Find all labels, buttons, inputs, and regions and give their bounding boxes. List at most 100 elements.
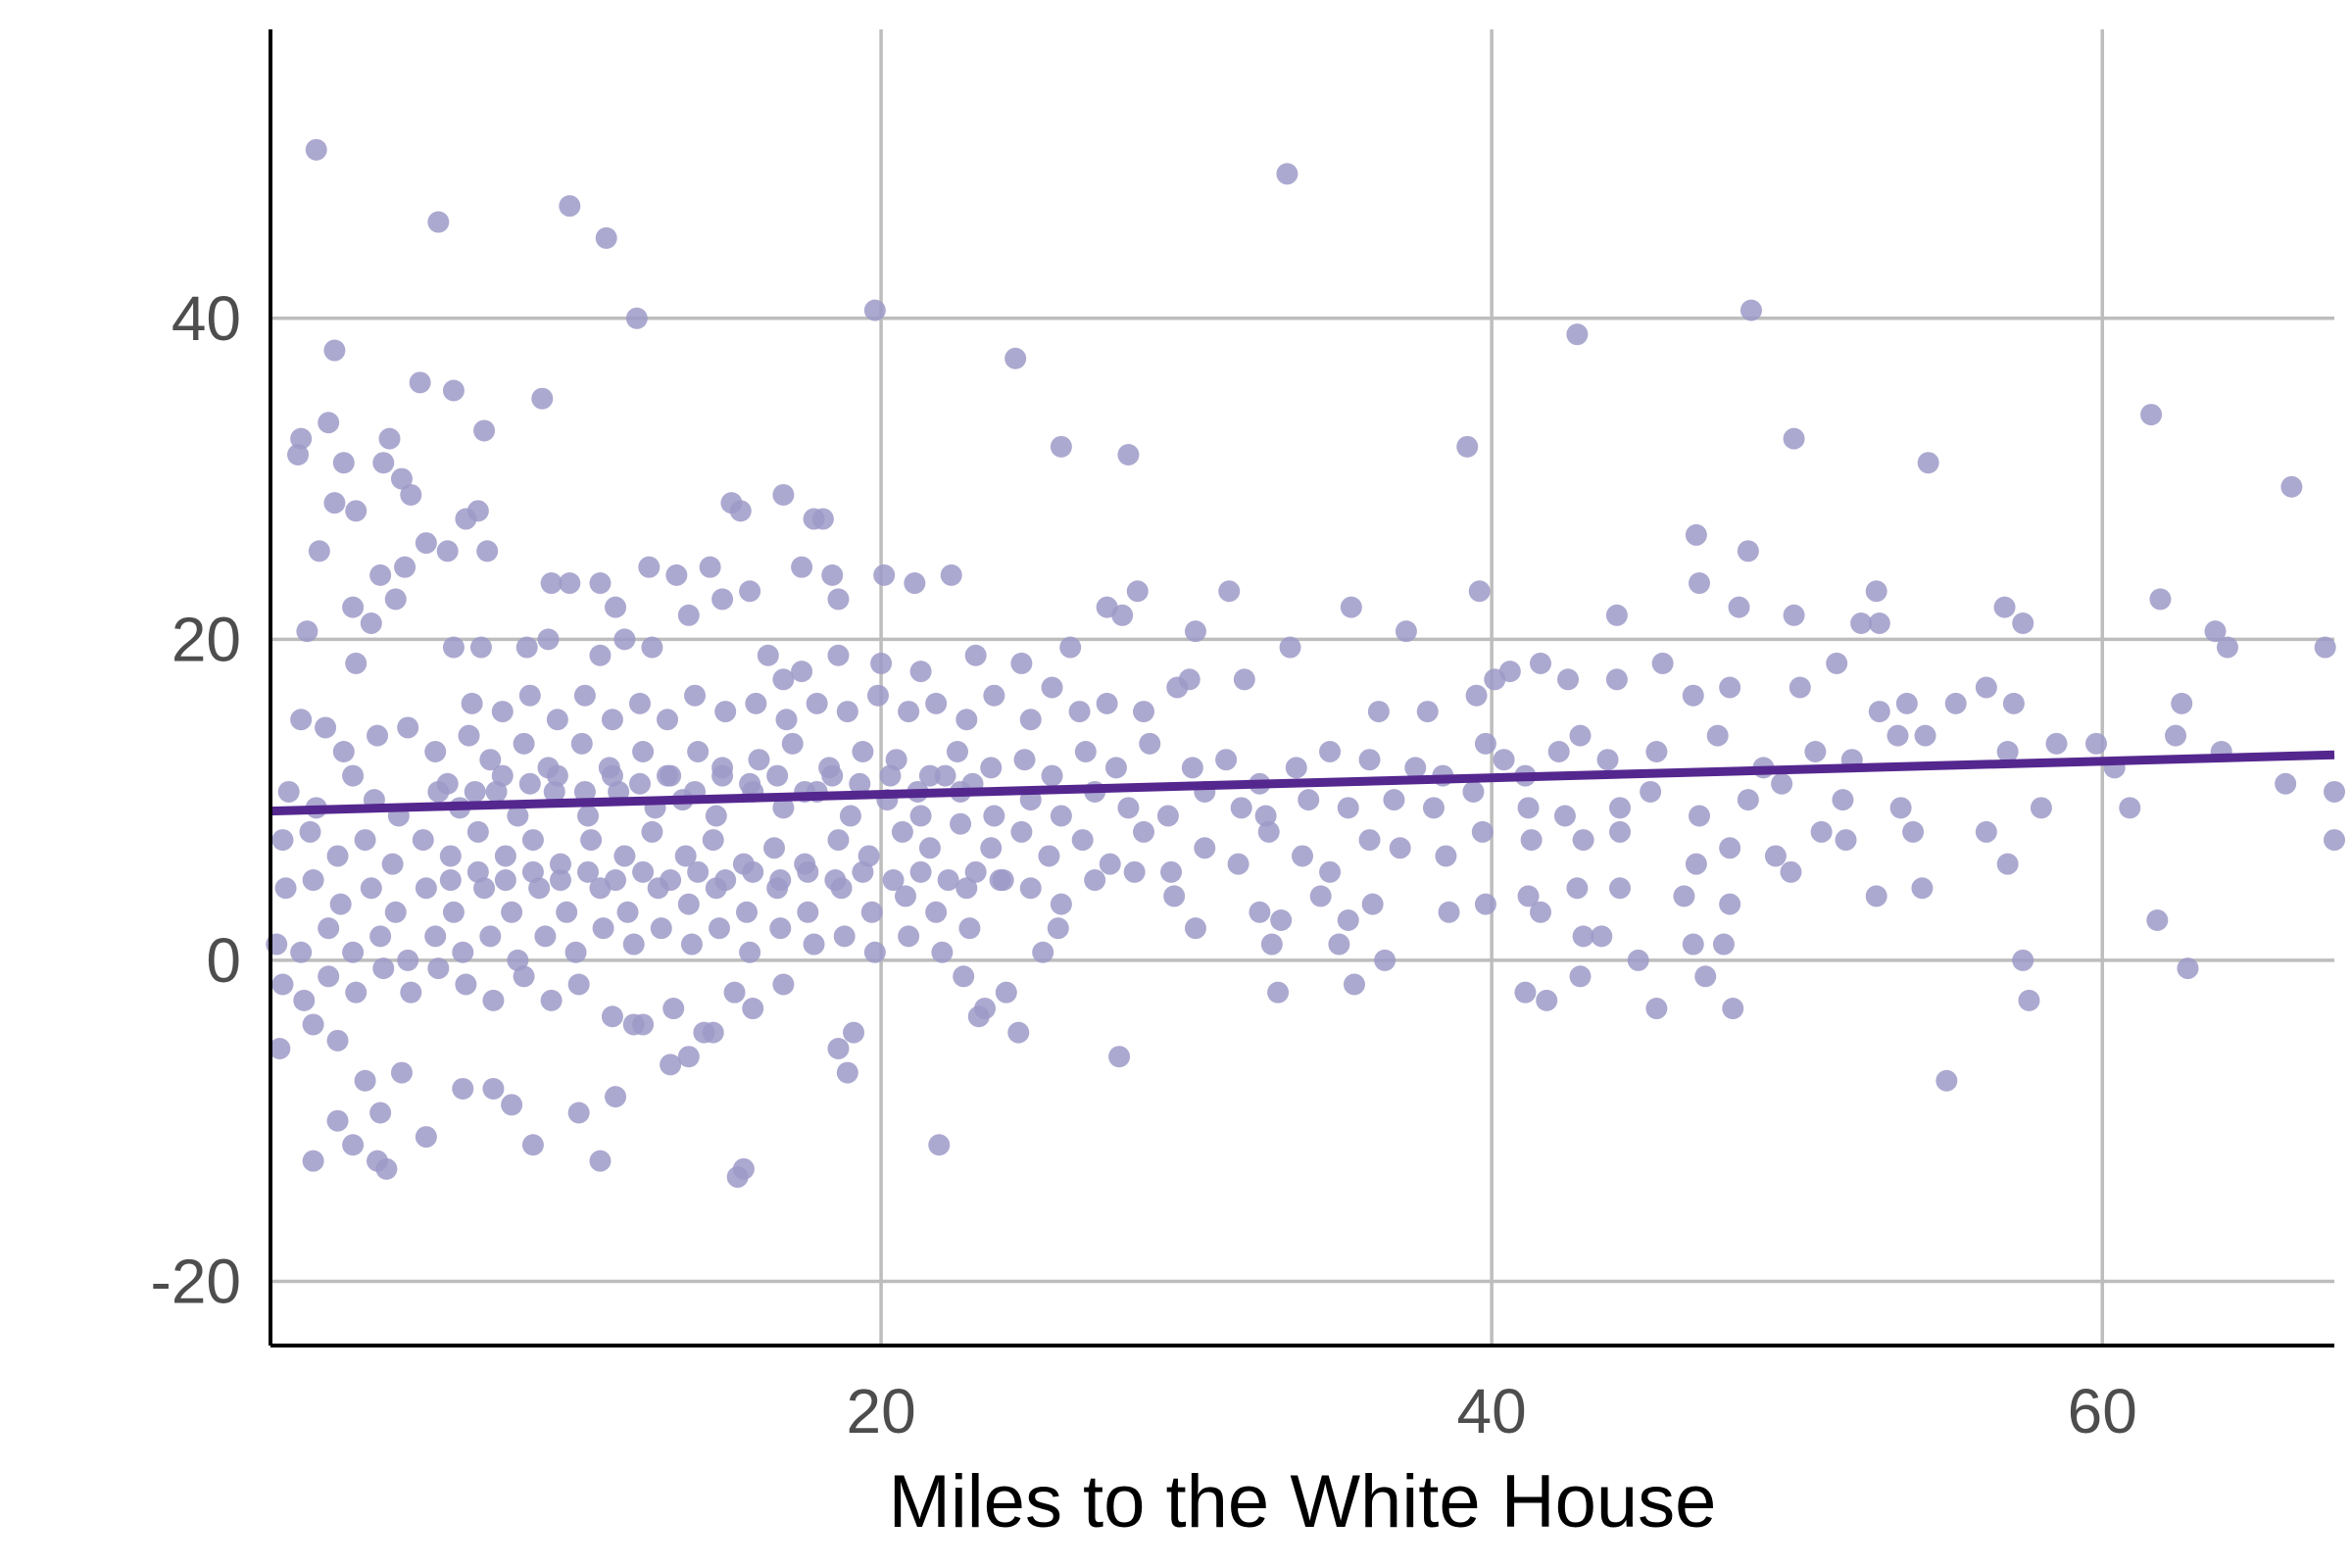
scatter-point [369,925,392,948]
scatter-point [1319,860,1342,883]
scatter-point [570,732,593,755]
scatter-point [1111,604,1134,626]
scatter-point [1298,789,1320,811]
scatter-point [1936,1069,1958,1092]
scatter-point [375,1157,398,1180]
scatter-point [1270,908,1293,931]
scatter-point [723,981,746,1004]
scatter-point [909,805,932,827]
scatter-point [452,941,474,963]
scatter-point [1007,1021,1030,1044]
scatter-point [427,957,450,980]
scatter-point [1682,684,1704,707]
scatter-point [1032,941,1054,963]
scatter-point [1783,427,1805,450]
scatter-point [1435,845,1457,867]
scatter-point [687,741,710,763]
scatter-point [442,636,465,659]
scatter-point [632,741,655,763]
scatter-point [622,1013,645,1036]
scatter-point [540,989,563,1011]
scatter-point [1108,1046,1131,1068]
scatter-point [1832,789,1854,811]
scatter-point [1292,845,1313,867]
scatter-point [772,797,795,819]
scatter-point [742,998,764,1020]
scatter-point [739,580,761,603]
scatter-point [494,845,516,867]
scatter-point [1517,797,1540,819]
scatter-point [964,860,987,883]
scatter-point [1099,853,1121,875]
scatter-point [946,741,968,763]
scatter-point [1514,981,1537,1004]
scatter-point [1050,435,1072,458]
scatter-point [318,917,340,940]
scatter-point [1566,323,1589,346]
scatter-point [564,941,587,963]
scatter-point [849,772,871,795]
scatter-point [482,1077,505,1100]
scatter-point [1645,741,1668,763]
scatter-point [326,1029,349,1052]
scatter-point [323,339,346,362]
scatter-point [394,556,416,578]
scatter-point [1438,901,1460,923]
scatter-point [412,829,434,852]
scatter-point [2314,636,2336,659]
scatter-point [479,925,502,948]
scatter-point [1462,780,1485,803]
scatter-point [1133,820,1154,843]
scatter-point [277,780,300,803]
scatter-point [720,492,743,514]
scatter-point [1865,885,1887,907]
scatter-point [1010,820,1033,843]
scatter-point [739,772,761,795]
scatter-point [839,805,861,827]
scatter-point [1337,908,1359,931]
scatter-point [605,1086,627,1108]
scatter-point [641,820,663,843]
scatter-point [702,829,724,852]
scatter-point [271,829,294,852]
scatter-point [797,901,819,923]
scatter-point [1520,829,1543,852]
scatter-point [2165,724,2186,747]
scatter-point [1010,652,1033,674]
scatter-point [714,701,737,723]
scatter-point [1471,820,1494,843]
scatter-point [863,299,886,321]
scatter-point [1276,163,1298,185]
scatter-point [534,925,557,948]
scatter-point [660,869,682,892]
scatter-point [507,805,529,827]
scatter-point [772,668,795,691]
scatter-point [1050,805,1072,827]
y-tick-label: 0 [206,925,241,996]
scatter-point [1764,845,1787,867]
scatter-point [287,444,310,466]
scatter-point [628,772,651,795]
scatter-point [931,941,954,963]
scatter-point [1722,998,1744,1020]
scatter-point [827,588,850,611]
scatter-point [1074,741,1097,763]
y-tick-labels: -20 0 20 40 [151,283,242,1317]
scatter-point [860,901,883,923]
scatter-point [372,957,395,980]
scatter-point [442,901,465,923]
scatter-point [271,973,294,996]
scatter-point [556,901,578,923]
scatter-point [269,1038,291,1060]
scatter-point [824,869,847,892]
scatter-point [601,764,623,787]
scatter-point [415,532,437,555]
scatter-point [1719,837,1741,859]
scatter-point [299,820,321,843]
scatter-point [745,692,767,714]
scatter-point [1609,877,1631,900]
scatter-point [501,1094,523,1116]
scatter-point [1181,757,1203,779]
scatter-point [1389,837,1411,859]
scatter-point [302,1013,324,1036]
